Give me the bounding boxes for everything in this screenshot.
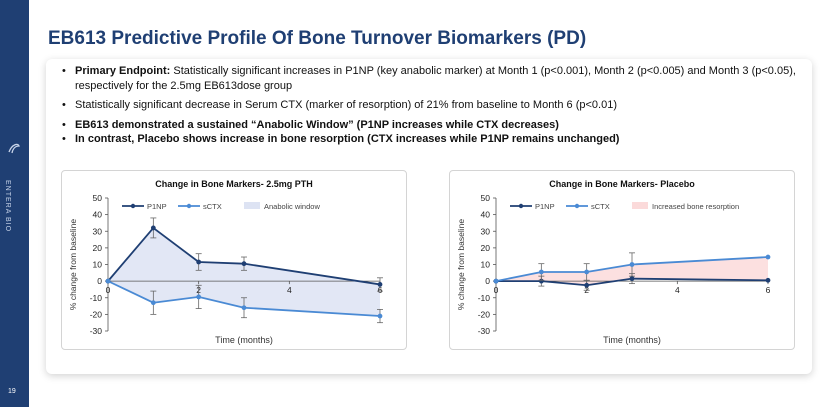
bullet-lead: EB613 demonstrated a sustained “Anabolic… <box>75 118 559 131</box>
y-tick-label: -10 <box>478 293 491 303</box>
y-tick-label: 40 <box>481 210 491 220</box>
data-point-p1np <box>150 225 156 231</box>
data-point-sctx <box>629 262 635 267</box>
legend-marker <box>130 203 136 209</box>
data-point-sctx <box>241 305 247 311</box>
y-tick-label: 50 <box>93 193 103 203</box>
data-point-p1np <box>629 276 635 282</box>
y-tick-label: -20 <box>90 309 103 319</box>
y-tick-label: 30 <box>93 226 103 236</box>
y-tick-label: 10 <box>93 260 103 270</box>
bullet-text: Statistically significant decrease in Se… <box>75 99 617 111</box>
x-axis-label: Time (months) <box>215 335 273 345</box>
brand-label: ENTERA BIO <box>4 180 11 233</box>
y-axis-label: % change from baseline <box>456 219 466 310</box>
bullet-lead: In contrast, Placebo shows increase in b… <box>75 133 620 145</box>
chart-panel-pth: Change in Bone Markers- 2.5mg PTH -30 -20 -… <box>61 170 407 350</box>
legend-label: Increased bone resorption <box>652 202 739 211</box>
x-tick-label: 6 <box>766 285 771 295</box>
bullet-list: Primary Endpoint: Statistically signific… <box>62 64 802 147</box>
page-title: EB613 Predictive Profile Of Bone Turnove… <box>48 28 587 49</box>
legend-swatch-shaded <box>244 202 260 209</box>
bullet-item: EB613 demonstrated a sustained “Anabolic… <box>62 118 802 133</box>
x-tick-label: 0 <box>106 285 111 295</box>
y-tick-label: 30 <box>481 226 491 236</box>
chart-title: Change in Bone Markers- 2.5mg PTH <box>155 179 313 189</box>
legend-swatch-shaded <box>632 202 648 209</box>
legend-label: sCTX <box>591 202 610 211</box>
legend-label: P1NP <box>535 202 555 211</box>
logo-icon <box>8 143 20 154</box>
y-tick-label: 0 <box>485 276 490 286</box>
y-tick-label: -30 <box>478 326 491 336</box>
legend-marker <box>186 203 192 209</box>
legend-label: Anabolic window <box>264 202 320 211</box>
y-tick-label: -10 <box>90 293 103 303</box>
y-tick-label: 10 <box>481 260 491 270</box>
chart-title: Change in Bone Markers- Placebo <box>549 179 695 189</box>
bullet-item: Statistically significant decrease in Se… <box>62 98 802 113</box>
data-point-p1np <box>584 282 590 288</box>
x-tick-label: 0 <box>494 285 499 295</box>
data-point-sctx <box>765 254 771 260</box>
data-point-p1np <box>241 261 247 267</box>
sidebar: ENTERA BIO 19 <box>0 0 29 407</box>
y-tick-label: 40 <box>93 210 103 220</box>
x-tick-label: 4 <box>675 285 680 295</box>
bullet-text: Statistically significant increases in P… <box>75 65 796 92</box>
legend-marker <box>574 203 580 209</box>
y-tick-label: 50 <box>481 193 491 203</box>
y-tick-label: 20 <box>481 243 491 253</box>
page-number: 19 <box>8 388 16 395</box>
legend-label: sCTX <box>203 202 222 211</box>
y-axis-label: % change from baseline <box>68 219 78 310</box>
data-point-sctx <box>493 278 499 284</box>
bullet-item: Primary Endpoint: Statistically signific… <box>62 64 802 93</box>
data-point-sctx <box>196 294 202 300</box>
data-point-sctx <box>584 269 590 275</box>
legend-marker <box>518 203 524 209</box>
x-tick-label: 4 <box>287 285 292 295</box>
chart-panel-placebo: Change in Bone Markers- Placebo -30 -20 -10… <box>449 170 795 350</box>
bullet-lead: Primary Endpoint: <box>75 65 171 77</box>
bullet-item: In contrast, Placebo shows increase in b… <box>62 132 802 147</box>
y-tick-label: -20 <box>478 309 491 319</box>
data-point-p1np <box>377 282 383 287</box>
data-point-sctx <box>538 269 544 275</box>
shaded-region <box>108 227 380 317</box>
y-tick-label: 20 <box>93 243 103 253</box>
data-point-sctx <box>150 300 156 306</box>
y-tick-label: 0 <box>97 276 102 286</box>
legend-label: P1NP <box>147 202 167 211</box>
x-axis-label: Time (months) <box>603 335 661 345</box>
data-point-p1np <box>196 259 202 265</box>
data-point-sctx <box>377 313 383 319</box>
data-point-sctx <box>105 278 111 284</box>
y-tick-label: -30 <box>90 326 103 336</box>
data-point-p1np <box>765 277 771 283</box>
chart-pth: Change in Bone Markers- 2.5mg PTH -30 -20 -… <box>68 179 383 345</box>
chart-placebo: Change in Bone Markers- Placebo -30 -20 -10… <box>456 179 771 345</box>
